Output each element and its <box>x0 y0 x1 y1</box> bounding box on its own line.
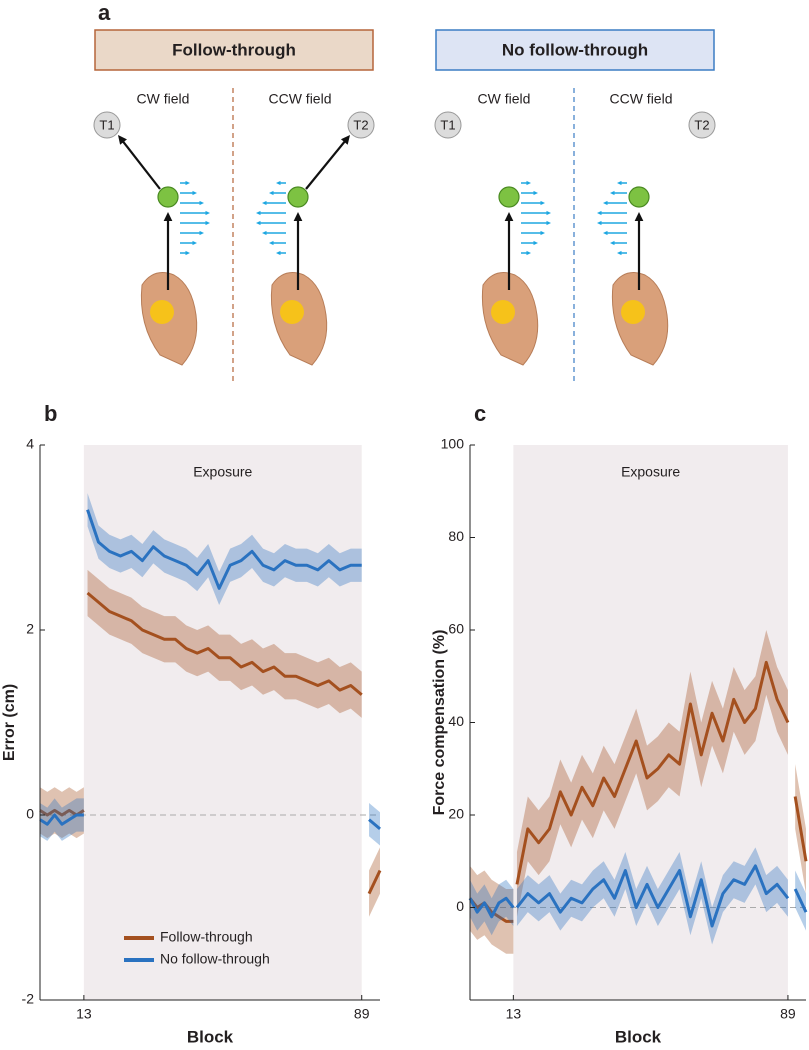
arrow-head <box>533 190 538 196</box>
error-band <box>40 569 380 917</box>
arrow-head <box>192 190 197 196</box>
error-band <box>470 847 806 945</box>
y-tick-label: 4 <box>26 436 34 452</box>
panel-label: a <box>98 0 111 25</box>
arrow-head <box>199 200 204 206</box>
arrow-head <box>163 212 173 222</box>
field-label: CCW field <box>268 91 331 107</box>
legend-label: No follow-through <box>160 951 270 967</box>
y-tick-label: 100 <box>441 436 465 452</box>
arrow-head <box>276 180 281 186</box>
series-line <box>468 660 808 923</box>
series-line <box>39 509 381 831</box>
condition-box <box>94 29 374 71</box>
arrow-head <box>262 230 267 236</box>
arrow-head <box>340 135 350 145</box>
condition-title: No follow-through <box>502 40 648 59</box>
target <box>434 111 462 139</box>
arrow-head <box>526 180 531 186</box>
arrow-head <box>504 212 514 222</box>
panel-label: b <box>44 401 57 426</box>
legend-label: Follow-through <box>160 929 253 945</box>
y-tick-label: -2 <box>22 991 35 1007</box>
field-label: CCW field <box>609 91 672 107</box>
y-tick-label: 60 <box>448 621 464 637</box>
cursor <box>287 186 309 208</box>
arrow-head <box>199 230 204 236</box>
y-tick-label: 0 <box>456 898 464 914</box>
target <box>93 111 121 139</box>
exposure-shade <box>83 445 362 1000</box>
error-band <box>470 630 806 954</box>
arrow-head <box>617 180 622 186</box>
handle <box>150 300 174 324</box>
arrow-head <box>185 180 190 186</box>
arrow-head <box>256 210 261 216</box>
arrow-head <box>269 240 274 246</box>
field-label: CW field <box>137 91 190 107</box>
field-label: CW field <box>478 91 531 107</box>
series-line <box>468 864 808 928</box>
arrow-head <box>546 210 551 216</box>
arrow-head <box>540 200 545 206</box>
target-label: T2 <box>694 117 709 132</box>
arrow-head <box>256 220 261 226</box>
handle <box>621 300 645 324</box>
arrow-head <box>597 210 602 216</box>
handle <box>280 300 304 324</box>
target-label: T1 <box>99 117 114 132</box>
y-tick-label: 2 <box>26 621 34 637</box>
arrow <box>305 139 347 190</box>
y-tick-label: 40 <box>448 713 464 729</box>
target-label: T2 <box>353 117 368 132</box>
y-tick-label: 20 <box>448 806 464 822</box>
y-axis-label: Force compensation (%) <box>431 630 448 816</box>
target <box>688 111 716 139</box>
arrow-head <box>205 210 210 216</box>
x-tick-label: 13 <box>76 1006 92 1022</box>
arrow-head <box>634 212 644 222</box>
x-tick-label: 89 <box>780 1006 796 1022</box>
arrow-head <box>617 250 622 256</box>
arrow-head <box>610 190 615 196</box>
handle <box>491 300 515 324</box>
x-axis-label: Block <box>615 1027 662 1046</box>
cursor <box>498 186 520 208</box>
y-tick-label: 0 <box>26 806 34 822</box>
arrow-head <box>540 230 545 236</box>
arrow-head <box>293 212 303 222</box>
arrow-head <box>262 200 267 206</box>
target <box>347 111 375 139</box>
arrow-head <box>118 135 127 145</box>
exposure-label: Exposure <box>193 464 252 480</box>
arrow-head <box>205 220 210 226</box>
arrow-head <box>610 240 615 246</box>
cursor <box>628 186 650 208</box>
error-band <box>40 493 380 846</box>
arrow-head <box>526 250 531 256</box>
x-tick-label: 13 <box>506 1006 522 1022</box>
y-axis-label: Error (cm) <box>1 684 18 761</box>
condition-title: Follow-through <box>172 40 296 59</box>
arrow-head <box>603 200 608 206</box>
x-axis-label: Block <box>187 1027 234 1046</box>
x-tick-label: 89 <box>354 1006 370 1022</box>
target-label: T1 <box>440 117 455 132</box>
arrow-head <box>533 240 538 246</box>
arrow-head <box>185 250 190 256</box>
arrow <box>121 139 161 190</box>
arrow-head <box>192 240 197 246</box>
exposure-label: Exposure <box>621 464 680 480</box>
arrow-head <box>546 220 551 226</box>
cursor <box>157 186 179 208</box>
arrow-head <box>269 190 274 196</box>
arrow-head <box>597 220 602 226</box>
arrow-head <box>603 230 608 236</box>
panel-label: c <box>474 401 486 426</box>
y-tick-label: 80 <box>448 528 464 544</box>
arrow-head <box>276 250 281 256</box>
condition-box <box>435 29 715 71</box>
